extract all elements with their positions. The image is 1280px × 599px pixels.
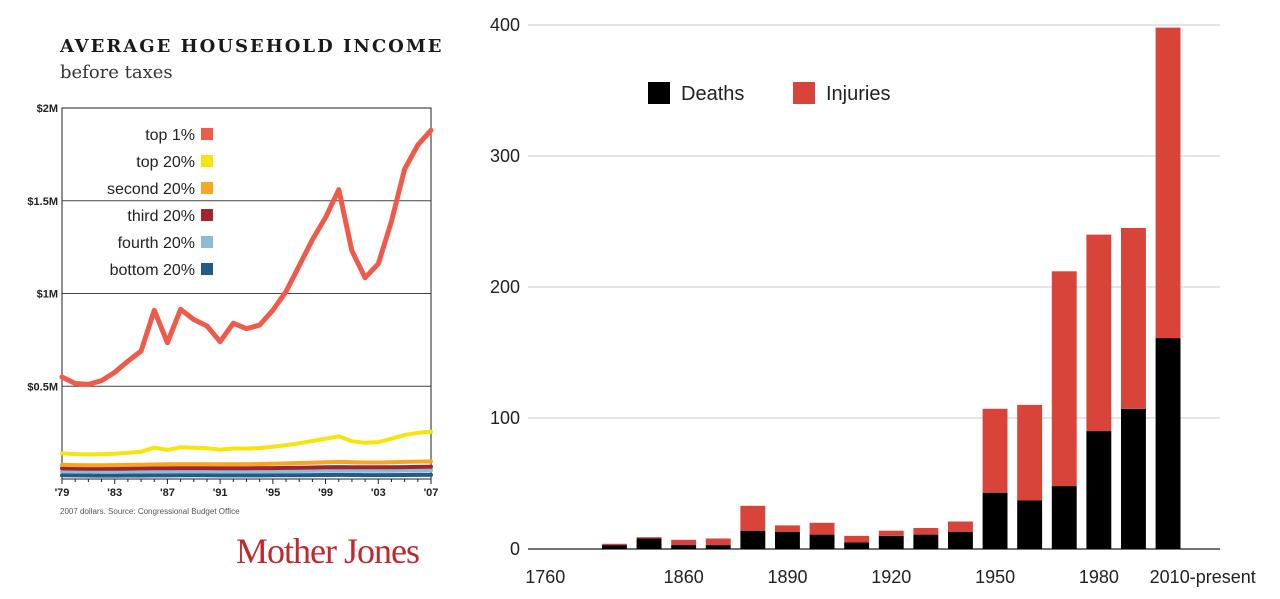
bar-segment (913, 528, 939, 535)
bar-segment (705, 538, 731, 546)
y-tick-label: $0.5M (27, 381, 58, 393)
legend-swatch (201, 155, 213, 167)
y-tick-label: $2M (37, 103, 58, 115)
bar-segment (1155, 338, 1181, 549)
legend-label: second 20% (107, 181, 195, 198)
x-tick-label: '99 (318, 487, 333, 499)
x-tick-label: 2010-present (1150, 567, 1256, 587)
bar-segment (1086, 234, 1112, 432)
legend-swatch (201, 263, 213, 275)
bar-segment (636, 537, 662, 539)
bar-segment (948, 521, 973, 532)
bar-segment (671, 539, 697, 545)
x-tick-label: '95 (265, 487, 280, 499)
bar-segment (671, 545, 697, 549)
bar-segment (982, 408, 1008, 493)
x-tick-label: 1760 (525, 567, 565, 587)
x-tick-label: '03 (371, 487, 386, 499)
bar-segment (982, 492, 1008, 549)
series-line (60, 464, 433, 471)
bar-segment (740, 505, 766, 531)
legend-swatch (201, 209, 213, 221)
y-tick-label: 200 (490, 277, 520, 297)
bar-segment (1051, 271, 1077, 487)
legend-swatch (201, 128, 213, 140)
series-line (60, 472, 433, 478)
bar-segment (1017, 404, 1043, 501)
bar-segment (1086, 431, 1112, 549)
legend-label: Deaths (681, 83, 744, 105)
bar-segment (1121, 228, 1146, 409)
y-tick-label: $1.5M (27, 196, 58, 208)
x-tick-label: 1890 (767, 567, 807, 587)
legend-swatch (201, 182, 213, 194)
x-tick-label: 1980 (1079, 567, 1119, 587)
x-tick-label: 1920 (871, 567, 911, 587)
x-tick-label: '91 (213, 487, 228, 499)
bar-segment (878, 530, 904, 536)
bar-segment (775, 525, 800, 532)
legend-label: Injuries (826, 83, 890, 105)
legend-swatch (793, 82, 815, 104)
x-tick-label: '87 (160, 487, 175, 499)
bar-segment (1051, 486, 1077, 549)
legend-label: top 1% (145, 127, 195, 144)
legend-swatch (648, 82, 670, 104)
bar-segment (740, 530, 766, 549)
x-tick-label: '79 (55, 487, 70, 499)
bar-segment (602, 543, 627, 546)
bar-segment (913, 534, 939, 549)
income-chart-panel: AVERAGE HOUSEHOLD INCOME before taxes 20… (0, 0, 460, 599)
bar-segment (948, 532, 973, 549)
bar-segment (1017, 500, 1043, 549)
bar-segment (775, 532, 800, 549)
x-tick-label: '07 (424, 487, 439, 499)
bar-segment (844, 542, 870, 549)
bar-segment (705, 545, 731, 549)
x-tick-label: 1950 (975, 567, 1015, 587)
bar-segment (1155, 27, 1181, 339)
series-line (60, 468, 433, 474)
bar-segment (844, 535, 870, 543)
mother-jones-logo: Mother Jones (236, 531, 420, 571)
bar-segment (809, 522, 835, 535)
chart-title: AVERAGE HOUSEHOLD INCOME (60, 36, 444, 57)
bar-segment (809, 534, 835, 549)
bar-segment (636, 538, 662, 549)
legend-label: fourth 20% (118, 235, 195, 252)
y-tick-label: $1M (37, 289, 58, 301)
legend-label: third 20% (127, 208, 195, 225)
income-line-chart: $0.5M $1M $1.5M $2M '79 '83 '87 '91 '95 '99 '03 '07… (27, 103, 439, 499)
y-tick-label: 300 (490, 146, 520, 166)
x-tick-label: '83 (107, 487, 122, 499)
bar-segment (1121, 408, 1146, 549)
bar-segment (878, 535, 904, 549)
y-tick-label: 0 (510, 539, 520, 559)
legend-swatch (201, 236, 213, 248)
bar-segment (602, 545, 627, 549)
y-tick-label: 400 (490, 15, 520, 35)
series-line (59, 127, 434, 387)
series-line (60, 459, 433, 468)
source-note: 2007 dollars. Source: Congressional Budg… (60, 507, 240, 516)
deaths-injuries-bar-chart: 0 100 200 300 400 1760 1860 1890 1920 1950 1980 201… (490, 15, 1256, 587)
x-tick-label: 1860 (664, 567, 704, 587)
legend-label: bottom 20% (110, 262, 195, 279)
legend-label: top 20% (136, 154, 195, 171)
series-line (60, 429, 433, 457)
y-tick-label: 100 (490, 408, 520, 428)
chart-subtitle: before taxes (60, 62, 173, 83)
